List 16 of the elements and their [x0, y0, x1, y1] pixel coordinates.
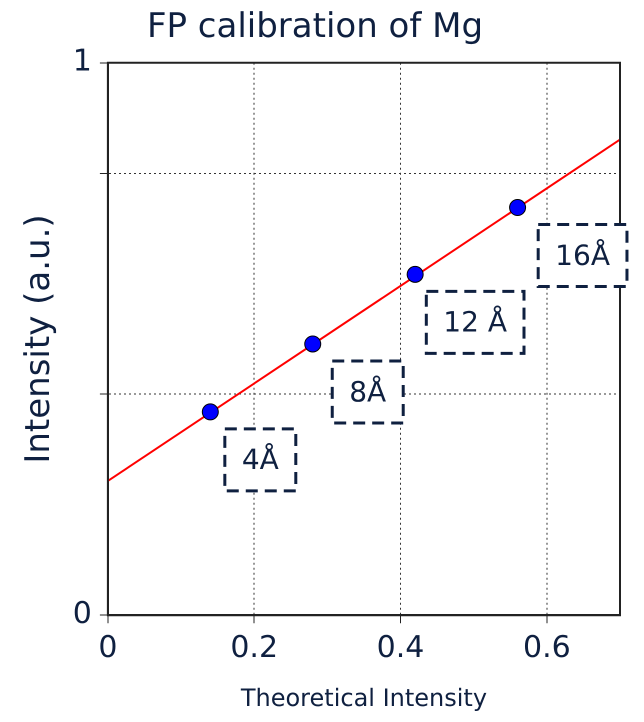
point	[304, 335, 322, 352]
y-axis-title: Intensity (a.u.)	[18, 214, 58, 464]
x-axis-title: Theoretical Intensity	[240, 684, 488, 712]
x-tick-label: 0	[98, 630, 118, 665]
annotation: 12 Å	[443, 306, 507, 339]
y-tick-label: 1	[72, 44, 92, 79]
point	[406, 266, 424, 283]
point	[202, 403, 219, 420]
x-tick-label: 0.4	[376, 630, 424, 665]
x-tick-label: 0.6	[522, 630, 571, 665]
annotation: 8Å	[349, 375, 386, 408]
chart-title: FP calibration of Mg	[146, 6, 484, 46]
annotation: 4Å	[242, 443, 279, 476]
point	[509, 199, 526, 216]
x-tick-label: 0.2	[230, 630, 278, 665]
annotation: 16Å	[555, 238, 610, 272]
